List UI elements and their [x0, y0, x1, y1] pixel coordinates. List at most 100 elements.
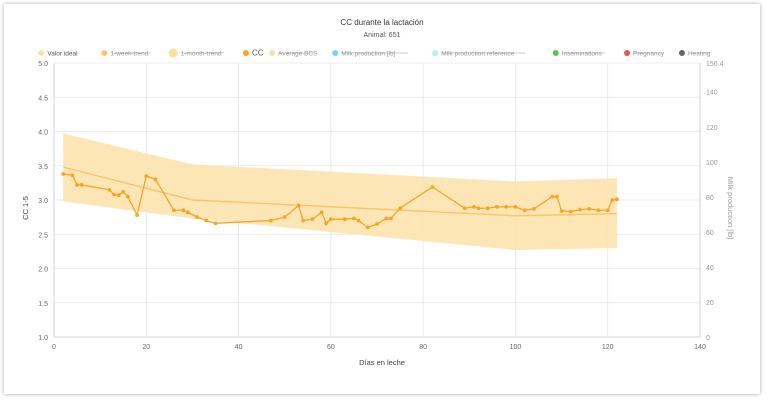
legend-marker — [269, 50, 276, 56]
cc-point — [185, 210, 190, 215]
cc-point — [70, 173, 75, 178]
legend-marker — [552, 50, 559, 56]
cc-point — [342, 217, 347, 222]
y2-tick-label: 20 — [706, 300, 714, 307]
cc-point — [324, 221, 329, 226]
y2-tick-label: 0 — [706, 335, 710, 342]
legend-label: Milk production reference — [441, 51, 514, 58]
cc-point — [107, 187, 112, 192]
ideal-band-area — [63, 133, 617, 251]
cc-point — [430, 185, 435, 189]
legend-label: Average BCS — [278, 51, 318, 58]
cc-point — [112, 192, 116, 197]
x-tick-label: 80 — [419, 344, 427, 351]
y-tick-label: 1.5 — [38, 301, 48, 308]
cc-point — [301, 218, 306, 223]
cc-point — [61, 172, 66, 176]
legend-label: Inseminations — [562, 51, 603, 58]
legend-label: Heating — [688, 51, 711, 58]
body-condition-chart: CC durante la lactación Animal: 651 Valo… — [21, 18, 735, 367]
cc-point — [365, 225, 370, 230]
chart-legend: Valor ideal 1-week-trend 1-month-trend CC Av… — [38, 48, 712, 58]
legend-marker — [332, 50, 339, 56]
y-tick-label: 2.5 — [38, 232, 48, 239]
legend-marker — [38, 50, 45, 56]
cc-point — [568, 209, 573, 214]
legend-label: CC — [252, 49, 264, 58]
cc-point — [472, 204, 476, 209]
x-tick-label: 60 — [327, 344, 335, 351]
x-tick-label: 140 — [694, 344, 706, 351]
cc-point — [356, 218, 361, 223]
cc-point — [310, 217, 315, 222]
cc-point — [485, 206, 490, 211]
cc-point — [495, 204, 499, 209]
y2-tick-label: 80 — [706, 195, 714, 202]
cc-point — [153, 177, 158, 182]
legend-marker — [101, 50, 108, 56]
cc-point — [328, 217, 333, 222]
cc-point — [615, 197, 619, 202]
cc-point — [135, 213, 139, 217]
cc-point — [319, 210, 324, 215]
cc-point — [513, 204, 518, 209]
cc-point — [462, 206, 467, 211]
legend-label: Pregnancy — [633, 51, 665, 58]
cc-point — [388, 216, 393, 221]
x-tick-label: 20 — [142, 344, 150, 351]
legend-label: Valor ideal — [47, 51, 78, 58]
cc-point — [605, 208, 610, 213]
cc-point — [610, 198, 615, 202]
legend-marker — [678, 50, 685, 56]
legend-marker — [432, 50, 439, 56]
y-axis-label: CC 1-5 — [21, 196, 30, 220]
cc-point — [296, 203, 301, 208]
cc-point — [79, 183, 84, 187]
y2-tick-label: 120 — [706, 125, 718, 132]
cc-point — [352, 216, 356, 221]
x-tick-label: 120 — [602, 344, 614, 351]
y-tick-label: 2.0 — [38, 267, 48, 274]
ideal-value-line — [63, 166, 617, 217]
cc-point — [550, 194, 555, 199]
y-tick-label: 4.0 — [38, 130, 48, 137]
x-tick-label: 0 — [52, 344, 56, 351]
ideal-range-band — [63, 133, 617, 251]
cc-point — [555, 194, 559, 199]
cc-point — [375, 222, 379, 226]
cc-point — [522, 208, 527, 213]
cc-point — [172, 208, 176, 213]
cc-point — [181, 208, 186, 213]
y-tick-label: 4.5 — [38, 95, 48, 102]
cc-point — [384, 216, 389, 221]
cc-point — [125, 194, 130, 199]
legend-label: Milk production [lb] — [341, 51, 395, 58]
cc-point — [75, 183, 79, 187]
cc-point — [116, 193, 121, 198]
x-tick-label: 100 — [510, 344, 522, 351]
legend-label: 1-month-trend — [181, 51, 222, 58]
chart-axes: 1.0 1.5 2.0 2.5 3.0 3.5 4.0 4.5 5.0 0 20 40 60 80 100 1… — [38, 61, 723, 351]
cc-point — [476, 206, 481, 211]
cc-point — [559, 209, 564, 213]
cc-point — [268, 218, 273, 223]
cc-point — [204, 218, 209, 223]
cc-point — [578, 207, 582, 212]
chart-card: CC durante la lactación Animal: 651 Valo… — [4, 4, 760, 394]
legend-label: 1-week-trend — [110, 51, 148, 58]
cc-point — [504, 204, 509, 209]
chart-title: CC durante la lactación — [340, 18, 423, 27]
y-tick-label: 3.5 — [38, 164, 48, 171]
cc-point — [213, 221, 218, 226]
y2-tick-label: 156.4 — [706, 61, 724, 68]
x-tick-label: 40 — [235, 344, 243, 351]
legend-marker — [242, 50, 249, 56]
legend-marker — [168, 48, 178, 58]
cc-point — [531, 207, 536, 211]
x-axis-label: Días en leche — [359, 358, 405, 367]
y2-tick-label: 140 — [706, 90, 718, 97]
y2-tick-label: 40 — [706, 265, 714, 272]
legend-marker — [624, 50, 631, 56]
y2-tick-label: 60 — [706, 230, 714, 237]
y-tick-label: 3.0 — [38, 198, 48, 205]
